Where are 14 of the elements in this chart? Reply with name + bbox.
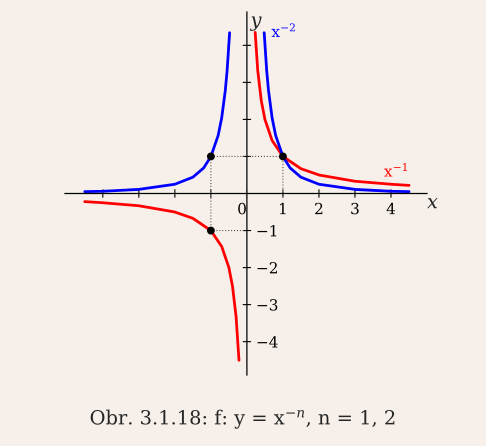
y-tick-label: −3 [258,299,278,311]
x-tick-label: 4 [386,202,396,214]
y-tick-label: −4 [258,336,278,348]
text: Obr. 3.1.18: f: y = x$^{−n}$, n = 1, 2 [90,410,394,429]
x-tick-label: 1 [280,202,286,214]
y-axis-title: y [250,16,262,31]
x-tick-label: 3 [351,202,359,214]
series-label: x$^{−2}$ [272,23,295,37]
series-label: x$^{−1}$ [384,163,407,177]
x-tick-label: 2 [315,202,322,214]
y-tick-label: −2 [258,262,277,274]
x-axis-title: x [427,198,438,208]
y-tick-label: −1 [258,225,276,236]
x-tick-label: 0 [238,202,246,214]
